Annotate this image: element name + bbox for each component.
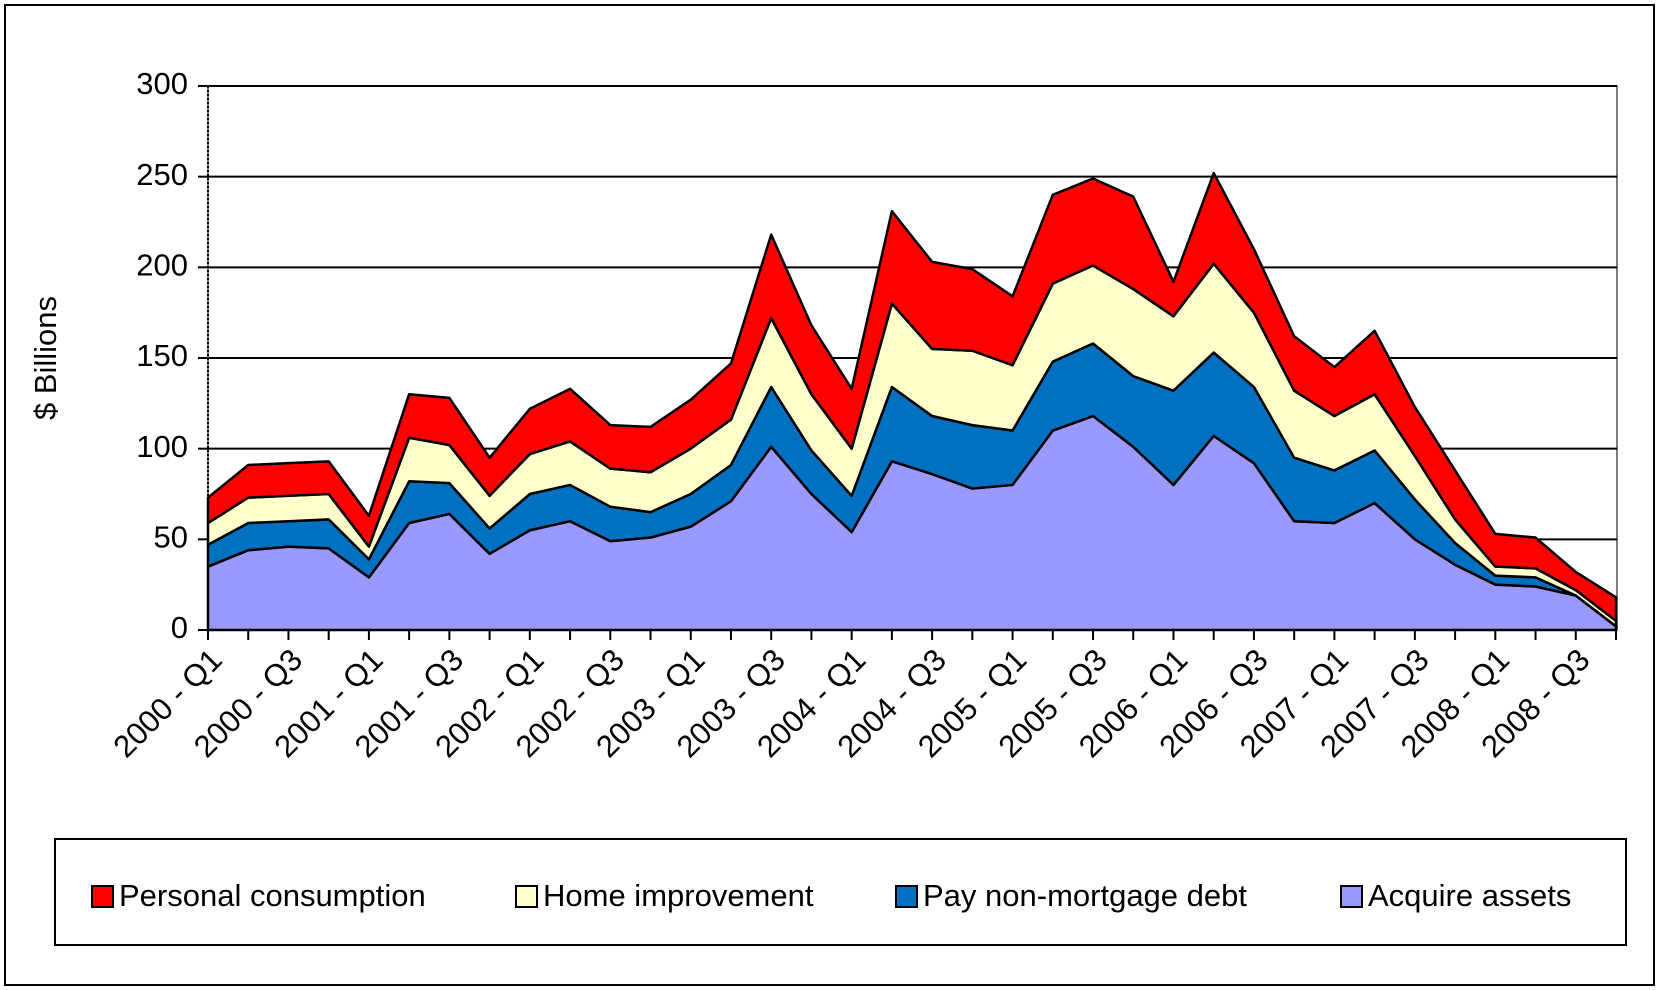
legend-label: Pay non-mortgage debt — [923, 878, 1247, 913]
y-axis-label: $ Billions — [28, 296, 63, 420]
y-tick-label: 250 — [136, 157, 188, 192]
legend-swatch — [515, 885, 538, 908]
legend-label: Acquire assets — [1368, 878, 1571, 913]
y-tick-label: 50 — [154, 520, 188, 555]
y-tick-label: 100 — [136, 429, 188, 464]
legend-box — [54, 838, 1627, 946]
legend-swatch — [91, 885, 114, 908]
y-tick-label: 150 — [136, 338, 188, 373]
y-tick-label: 300 — [136, 66, 188, 101]
legend-swatch — [1340, 885, 1363, 908]
y-tick-label: 0 — [171, 610, 188, 645]
y-tick-label: 200 — [136, 248, 188, 283]
legend-label: Home improvement — [543, 878, 814, 913]
area — [206, 171, 1618, 623]
legend-swatch — [895, 885, 918, 908]
legend-label: Personal consumption — [119, 878, 426, 913]
